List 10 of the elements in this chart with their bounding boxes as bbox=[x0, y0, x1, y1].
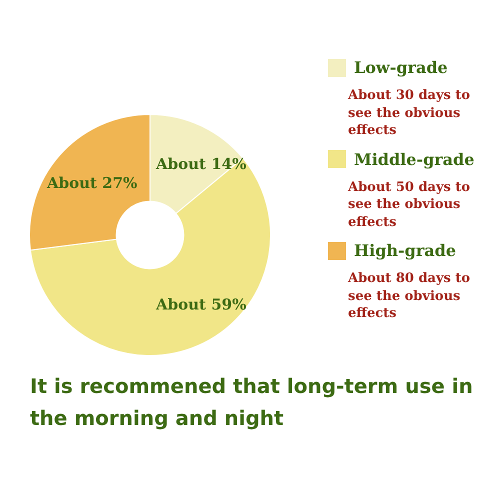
data-label: About 59% bbox=[154, 296, 246, 314]
legend-label: High-grade bbox=[354, 241, 456, 260]
legend-label: Middle-grade bbox=[354, 150, 474, 169]
text: It is recommened that long-term use in the morning and night bbox=[30, 373, 474, 432]
text: About 50 days to see the obvious effects bbox=[348, 178, 472, 232]
data-label: About 27% bbox=[46, 174, 138, 192]
text: About 80 days to see the obvious effects bbox=[348, 270, 472, 323]
data-label: About 14% bbox=[154, 155, 246, 174]
legend-label: Low-grade bbox=[354, 58, 448, 77]
text: About 30 days to see the obvious effects bbox=[348, 87, 472, 140]
